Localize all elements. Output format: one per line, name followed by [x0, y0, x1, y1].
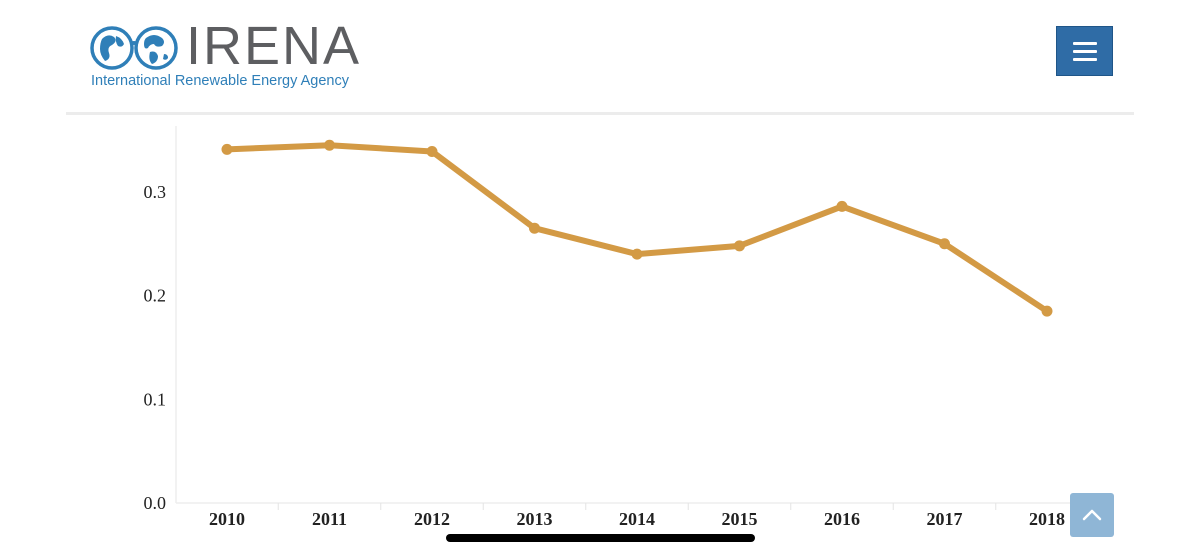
site-header: IRENA International Renewable Energy Age… — [66, 0, 1134, 115]
globe-logo-icon — [90, 26, 178, 70]
hamburger-menu-icon-line — [1073, 50, 1097, 53]
series-line — [224, 142, 1050, 315]
x-tick-label: 2015 — [722, 509, 758, 529]
x-tick-label: 2016 — [824, 509, 860, 529]
x-tick-label: 2011 — [312, 509, 347, 529]
x-tick-label: 2018 — [1029, 509, 1065, 529]
x-tick-label: 2012 — [414, 509, 450, 529]
y-tick-label: 0.1 — [144, 389, 167, 409]
y-tick-label: 0.3 — [144, 182, 167, 202]
hamburger-menu-icon-line — [1073, 58, 1097, 61]
x-tick-label: 2010 — [209, 509, 245, 529]
y-tick-label: 0.2 — [144, 286, 167, 306]
data-point-2010[interactable] — [221, 143, 233, 155]
data-point-2018[interactable] — [1041, 305, 1053, 317]
series-group — [221, 139, 1053, 317]
data-point-2017[interactable] — [939, 238, 950, 250]
x-tick-label: 2013 — [517, 509, 553, 529]
data-point-2015[interactable] — [734, 240, 745, 252]
data-point-2014[interactable] — [631, 248, 643, 260]
home-indicator — [446, 534, 755, 542]
logo-wordmark: IRENA — [186, 16, 362, 76]
hamburger-menu-icon — [1073, 42, 1097, 45]
data-point-2013[interactable] — [529, 222, 540, 234]
logo-subtitle: International Renewable Energy Agency — [91, 73, 349, 89]
chevron-up-icon — [1082, 509, 1102, 521]
x-axis-ticks: 2010 2011 2012 2013 2014 2015 2016 2017 2018 — [209, 503, 1099, 529]
y-tick-label: 0.0 — [144, 493, 167, 513]
x-tick-label: 2014 — [619, 509, 655, 529]
data-point-2011[interactable] — [324, 139, 335, 151]
data-point-2016[interactable] — [836, 200, 848, 212]
y-axis-ticks: 0.0 0.1 0.2 0.3 — [144, 182, 167, 513]
scroll-to-top-button[interactable] — [1070, 493, 1114, 537]
x-tick-label: 2017 — [927, 509, 963, 529]
data-point-2012[interactable] — [426, 145, 438, 157]
irena-logo[interactable]: IRENA International Renewable Energy Age… — [90, 16, 360, 92]
menu-button[interactable] — [1056, 26, 1113, 76]
